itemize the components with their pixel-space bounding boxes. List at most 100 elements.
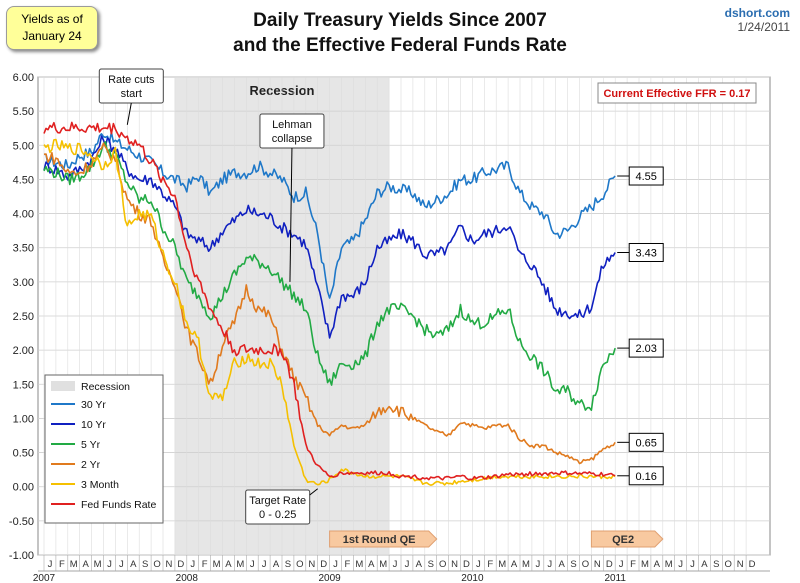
end-label-box xyxy=(628,466,664,486)
end-label-box xyxy=(628,242,664,262)
qe-label: QE2 xyxy=(612,534,634,546)
end-label-30-yr: 4.55 xyxy=(635,171,656,183)
title-line1: Daily Treasury Yields Since 2007 xyxy=(253,10,547,31)
month-tick-label: A xyxy=(511,559,518,570)
y-tick-label: 3.50 xyxy=(13,243,34,255)
month-tick-label: J xyxy=(48,559,53,570)
year-label: 2009 xyxy=(318,573,341,583)
annotation-line: collapse xyxy=(272,133,312,145)
month-tick-label: S xyxy=(142,559,148,570)
series-line-3-month xyxy=(43,138,616,487)
month-tick-label: A xyxy=(273,559,280,570)
legend-swatch-recession xyxy=(51,381,75,391)
series-line-5-yr xyxy=(43,141,616,412)
month-tick-label: S xyxy=(428,559,434,570)
month-tick-label: A xyxy=(130,559,137,570)
annotation-text: Lehman collapse xyxy=(272,119,312,145)
month-tick-label: D xyxy=(320,559,327,570)
ffr-note-box xyxy=(597,82,757,104)
month-tick-label: A xyxy=(558,559,565,570)
annotation-line: Rate cuts xyxy=(108,74,155,86)
source-block: dshort.com 1/24/2011 xyxy=(725,6,790,34)
as-of-line1: Yields as of xyxy=(21,12,83,26)
y-tick-label: 2.50 xyxy=(13,311,34,323)
end-label-box xyxy=(628,432,664,452)
month-tick-label: F xyxy=(345,559,351,570)
annotation-line: Target Rate xyxy=(249,495,306,507)
month-tick-label: J xyxy=(405,559,410,570)
series-line-2-yr xyxy=(43,142,616,465)
legend-label-recession: Recession xyxy=(81,381,130,393)
month-tick-label: M xyxy=(94,559,102,570)
month-tick-label: M xyxy=(379,559,387,570)
end-label-5-yr: 2.03 xyxy=(635,343,656,355)
y-tick-label: 1.00 xyxy=(13,413,34,425)
month-tick-label: N xyxy=(308,559,315,570)
month-tick-label: F xyxy=(630,559,636,570)
month-tick-label: S xyxy=(570,559,576,570)
annotation-text: Rate cuts start xyxy=(108,74,155,100)
as-of-line2: January 24 xyxy=(22,29,82,43)
month-tick-label: J xyxy=(690,559,695,570)
month-tick-label: N xyxy=(166,559,173,570)
series-line-30-yr xyxy=(43,131,616,299)
annotation-line: start xyxy=(121,88,142,100)
year-label: 2010 xyxy=(461,573,484,583)
y-tick-label: 4.00 xyxy=(13,209,34,221)
annotation-line: Lehman xyxy=(272,119,312,131)
month-tick-label: J xyxy=(119,559,124,570)
y-tick-label: 6.00 xyxy=(13,72,34,84)
source-date: 1/24/2011 xyxy=(737,20,791,34)
month-tick-label: J xyxy=(547,559,552,570)
month-tick-label: J xyxy=(262,559,267,570)
month-tick-label: O xyxy=(439,559,446,570)
end-label-box xyxy=(628,338,664,358)
year-label: 2007 xyxy=(33,573,56,583)
y-tick-label: 5.00 xyxy=(13,140,34,152)
year-label: 2008 xyxy=(176,573,199,583)
month-tick-label: A xyxy=(368,559,375,570)
end-label-fed-funds-rate: 0.16 xyxy=(635,471,656,483)
title-line2: and the Effective Federal Funds Rate xyxy=(233,35,567,56)
month-tick-label: J xyxy=(333,559,338,570)
month-tick-label: F xyxy=(59,559,65,570)
month-tick-label: M xyxy=(355,559,363,570)
end-label-box xyxy=(628,166,664,186)
y-tick-label: -0.50 xyxy=(9,516,34,528)
y-tick-label: 5.50 xyxy=(13,106,34,118)
annotation-box xyxy=(245,489,311,525)
month-tick-label: S xyxy=(713,559,719,570)
y-tick-label: 4.50 xyxy=(13,174,34,186)
annotation-line: 0 - 0.25 xyxy=(259,509,296,521)
month-tick-label: F xyxy=(202,559,208,570)
month-tick-label: J xyxy=(107,559,112,570)
month-tick-label: A xyxy=(225,559,232,570)
legend-label: 30 Yr xyxy=(81,399,106,411)
month-tick-label: F xyxy=(487,559,493,570)
annotation-pointer xyxy=(289,147,293,282)
as-of-note: Yields as of January 24 xyxy=(6,6,98,50)
annotation-pointer xyxy=(309,488,319,496)
legend-label: 3 Month xyxy=(81,479,119,491)
month-tick-label: O xyxy=(296,559,303,570)
y-tick-label: 1.50 xyxy=(13,379,34,391)
month-tick-label: N xyxy=(451,559,458,570)
month-tick-label: M xyxy=(213,559,221,570)
legend-label: Fed Funds Rate xyxy=(81,499,156,511)
qe-arrow xyxy=(590,530,664,548)
month-tick-label: M xyxy=(70,559,78,570)
legend-label: 5 Yr xyxy=(81,439,101,451)
month-tick-label: M xyxy=(665,559,673,570)
month-tick-label: M xyxy=(498,559,506,570)
month-tick-label: J xyxy=(250,559,255,570)
month-tick-label: A xyxy=(701,559,708,570)
month-tick-label: J xyxy=(393,559,398,570)
month-tick-label: J xyxy=(619,559,624,570)
month-tick-label: A xyxy=(82,559,89,570)
month-tick-label: A xyxy=(416,559,423,570)
month-tick-label: O xyxy=(582,559,589,570)
annotation-text: Target Rate 0 - 0.25 xyxy=(249,495,306,521)
month-tick-label: D xyxy=(749,559,756,570)
year-label: 2011 xyxy=(604,573,626,583)
month-tick-label: J xyxy=(190,559,195,570)
